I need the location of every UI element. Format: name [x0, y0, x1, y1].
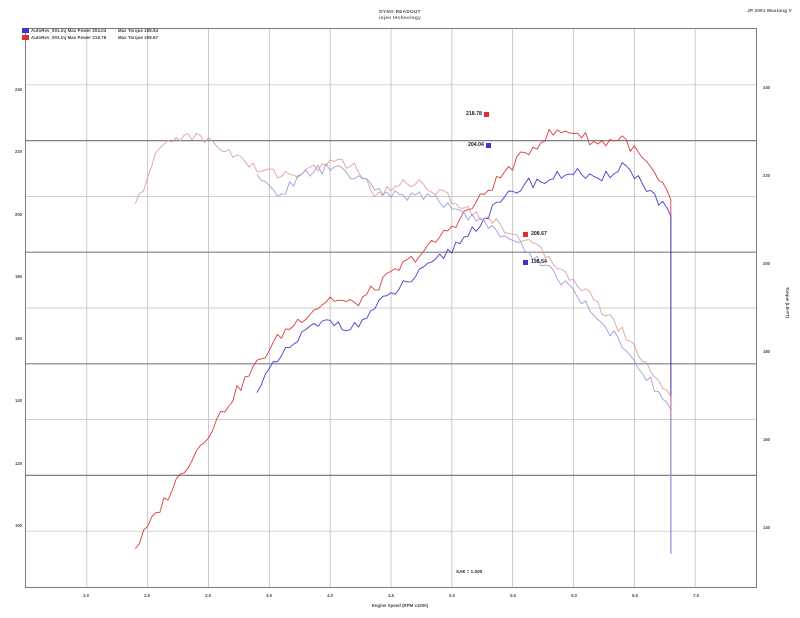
y-axis-right-tick: 240: [763, 85, 770, 90]
torque-red-peak: 208.67: [523, 231, 547, 237]
x-axis-tick: 3.0: [205, 593, 211, 598]
y-axis-left-tick: 240: [15, 87, 22, 93]
x-axis-title: Engine Speed (RPM x1000): [371, 603, 429, 608]
vehicle-note: JP 2001 Mustang V: [747, 8, 792, 13]
x-axis-tick: 4.5: [388, 593, 394, 598]
page-subtitle: injen technology: [378, 15, 422, 20]
x-axis-tick: 3.5: [266, 593, 272, 598]
sae-correction-note: SAE = 1.000: [456, 569, 483, 574]
y-axis-left-tick: 140: [15, 398, 22, 404]
annotation-swatch: [523, 231, 528, 237]
page-title: DYNO READOUT: [379, 9, 421, 14]
annotation-swatch: [483, 111, 489, 117]
annotation-swatch: [485, 142, 491, 148]
x-axis-tick: 2.5: [144, 593, 150, 598]
power-red-peak: 218.78: [466, 111, 489, 117]
y-axis-right-tick: 200: [763, 261, 770, 266]
y-axis-left-tick: 200: [15, 211, 22, 217]
y-axis-right-tick: 180: [763, 349, 770, 354]
annotation-value: 204.04: [468, 142, 484, 148]
annotation-value: 198.54: [531, 259, 547, 265]
x-axis-tick: 5.0: [449, 593, 455, 598]
legend-torque-label: Max Torque: [117, 35, 143, 40]
y-axis-left-tick: 120: [15, 460, 22, 466]
legend-run-name: AutoRev_003.inj: [31, 35, 67, 40]
power-blue-peak: 204.04: [468, 142, 491, 148]
y-axis-left-tick: 160: [15, 336, 22, 342]
y-axis-left-tick: 220: [15, 149, 22, 155]
legend-power-label: Max Power: [67, 28, 92, 33]
x-axis-tick: 5.5: [510, 593, 516, 598]
x-axis-tick: 7.0: [693, 593, 699, 598]
x-axis-tick: 6.5: [632, 593, 638, 598]
torque-blue-peak: 198.54: [523, 259, 547, 265]
legend-run-name: AutoRev_001.inj: [31, 28, 67, 33]
chart-legend: AutoRev_001.inj Max Power 204.04 Max Tor…: [22, 27, 158, 41]
legend-item[interactable]: AutoRev_003.inj Max Power 218.78 Max Tor…: [22, 34, 158, 41]
legend-torque-value: 208.67: [144, 35, 159, 40]
legend-torque-label: Max Torque: [117, 28, 143, 33]
y-axis-left-tick: 100: [15, 522, 22, 528]
legend-power-label: Max Power: [67, 35, 92, 40]
x-axis-tick: 2.0: [83, 593, 89, 598]
legend-power-value: 204.04: [92, 28, 107, 33]
x-axis-tick: 4.0: [327, 593, 333, 598]
y-axis-right-title: Torque (LB-FT): [785, 286, 791, 319]
annotation-value: 218.78: [466, 111, 482, 117]
annotation-value: 208.67: [531, 231, 547, 237]
legend-torque-value: 198.54: [144, 28, 159, 33]
data-layer: [135, 128, 672, 554]
x-axis-tick: 6.0: [571, 593, 577, 598]
y-axis-right-tick: 220: [763, 173, 770, 178]
y-axis-right-tick: 160: [763, 437, 770, 442]
legend-item[interactable]: AutoRev_001.inj Max Power 204.04 Max Tor…: [22, 27, 158, 34]
grid-layer: [26, 29, 756, 587]
annotation-swatch: [523, 259, 528, 265]
y-axis-right-tick: 140: [763, 525, 770, 530]
legend-swatch-red: [22, 35, 29, 40]
y-axis-left-tick: 180: [15, 273, 22, 279]
plot-area[interactable]: SAE = 1.000: [25, 28, 757, 588]
legend-swatch-blue: [22, 28, 29, 33]
legend-power-value: 218.78: [92, 35, 107, 40]
